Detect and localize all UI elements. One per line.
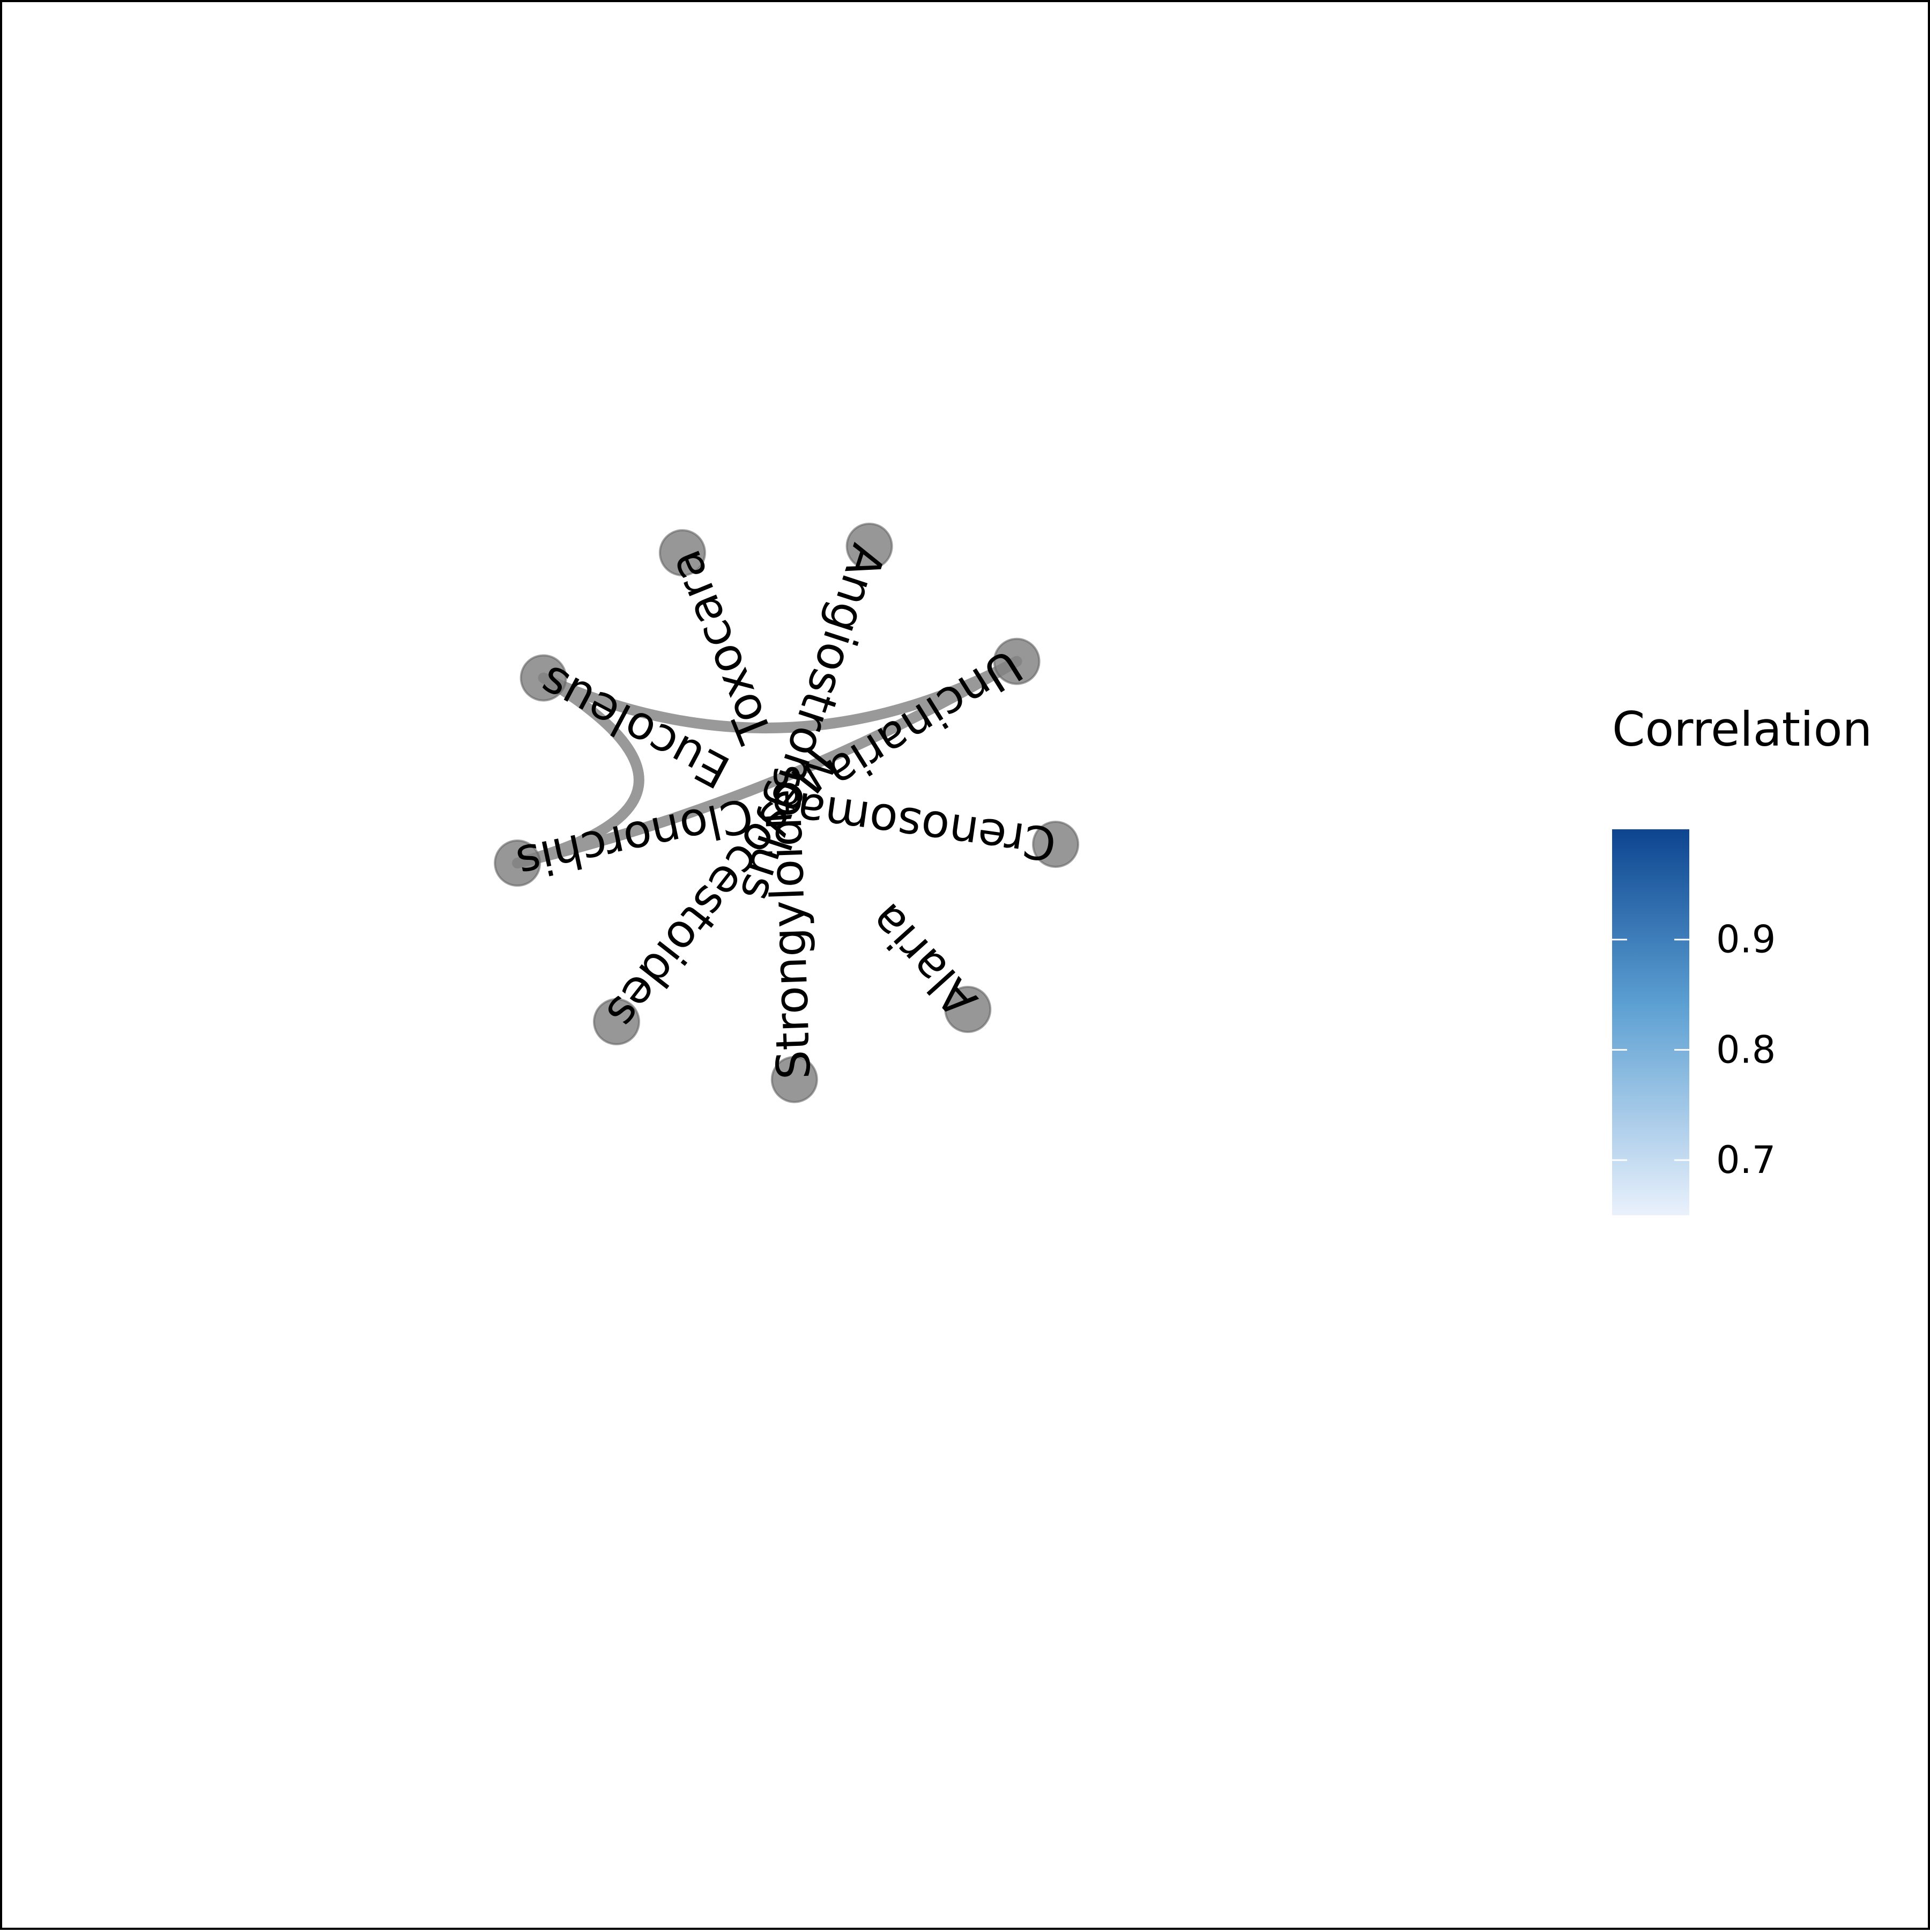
node-eucoleus	[519, 654, 567, 702]
legend-title: Correlation	[1612, 702, 1872, 757]
legend-tick-label-0.8: 0.8	[1716, 1028, 1776, 1072]
edge-eucoleus-uncinaria	[538, 656, 1022, 733]
node-label-alaria: Alaria	[859, 893, 988, 1028]
edge-clonorchis-uncinaria	[512, 656, 1022, 869]
node-mesocestoides	[593, 998, 641, 1045]
legend-color-bar	[1612, 829, 1689, 1215]
legend-tick-label-0.9: 0.9	[1716, 918, 1776, 962]
node-label-crenosoma: Crenosoma	[793, 782, 1059, 871]
node-crenosoma	[1032, 820, 1080, 868]
node-strongyloides	[770, 1056, 818, 1103]
color-legend: Correlation 0.9 0.8 0.7	[1612, 702, 1872, 1215]
labels-layer: ToxocaraAngiostrongylusUncinariaCrenosom…	[512, 538, 1059, 1081]
legend-tick-label-0.7: 0.7	[1716, 1138, 1776, 1182]
node-clonorchis	[494, 839, 541, 887]
node-toxocara	[658, 529, 706, 577]
nodes-layer	[494, 522, 1080, 1103]
edges-layer	[512, 656, 1022, 869]
node-label-strongyloides: Strongyloides	[756, 764, 821, 1080]
legend-ticks: 0.9 0.8 0.7	[1612, 918, 1776, 1182]
node-alaria	[944, 986, 992, 1034]
node-uncinaria	[993, 637, 1041, 685]
node-angiostrongylus	[845, 522, 893, 570]
